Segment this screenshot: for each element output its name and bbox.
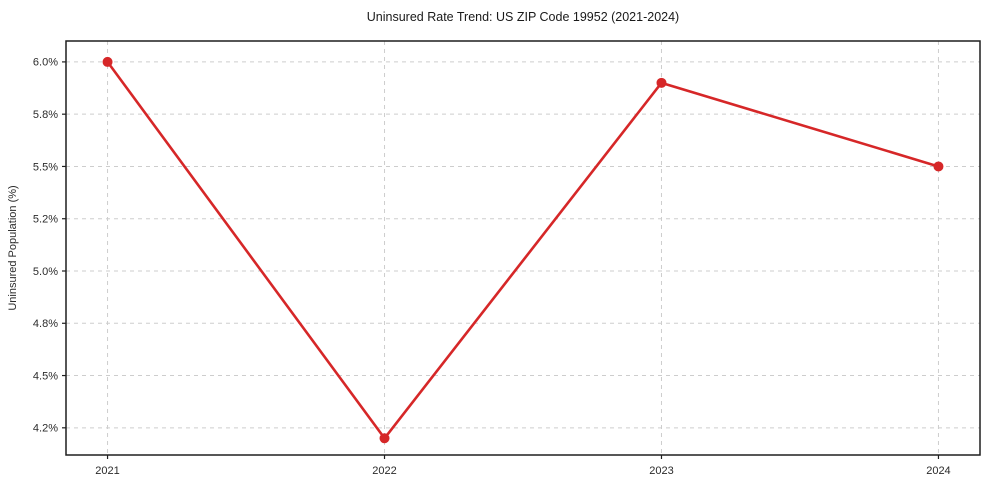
x-tick-label: 2021: [95, 465, 119, 477]
x-tick-label: 2023: [649, 465, 673, 477]
x-tick-label: 2022: [372, 465, 396, 477]
series-layer: [102, 56, 944, 444]
data-point-2023: [656, 77, 667, 88]
data-point-2024: [933, 161, 944, 172]
grid-layer: [66, 41, 980, 455]
trend-line: [106, 60, 940, 440]
data-point-2022: [379, 433, 390, 444]
y-tick-label: 4.5%: [33, 370, 58, 382]
plot-border: [65, 40, 981, 456]
chart-title: Uninsured Rate Trend: US ZIP Code 19952 …: [367, 10, 679, 24]
y-tick-label: 5.8%: [33, 109, 58, 121]
y-tick-label: 4.8%: [33, 318, 58, 330]
data-point-2021: [102, 56, 113, 67]
x-tick-label: 2024: [926, 465, 950, 477]
y-tick-label: 5.5%: [33, 161, 58, 173]
y-tick-label: 5.2%: [33, 214, 58, 226]
y-tick-label: 6.0%: [33, 57, 58, 69]
y-tick-label: 5.0%: [33, 266, 58, 278]
y-tick-label: 4.2%: [33, 423, 58, 435]
axes-layer: 2021 2022 2023 2024 6.0% 5.8% 5.5% 5.2% 5.0% 4.8%…: [33, 40, 981, 477]
y-axis-label: Uninsured Population (%): [7, 185, 19, 310]
